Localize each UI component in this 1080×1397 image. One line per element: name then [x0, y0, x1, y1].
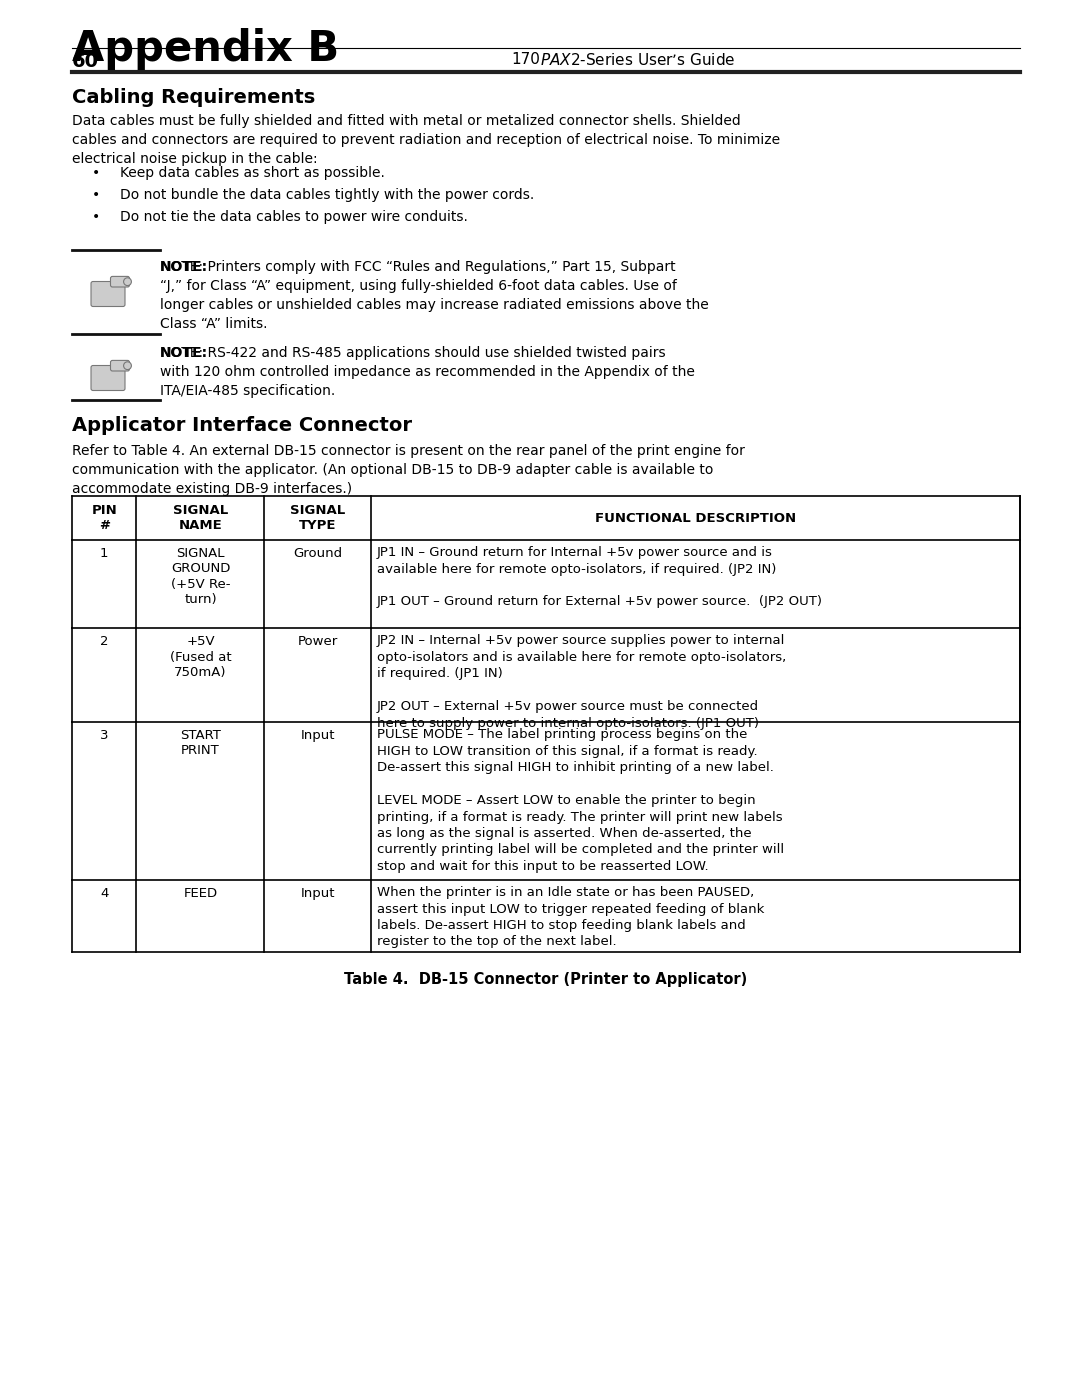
Text: SIGNAL
GROUND
(+5V Re-
turn): SIGNAL GROUND (+5V Re- turn) [171, 548, 230, 606]
Text: FEED: FEED [184, 887, 217, 900]
Text: 4: 4 [100, 887, 108, 900]
Text: SIGNAL
TYPE: SIGNAL TYPE [289, 504, 346, 532]
Text: JP2 IN – Internal +5v power source supplies power to internal
opto-isolators and: JP2 IN – Internal +5v power source suppl… [377, 634, 786, 729]
Text: NOTE: RS-422 and RS-485 applications should use shielded twisted pairs
with 120 : NOTE: RS-422 and RS-485 applications sho… [160, 346, 694, 398]
Text: Do not bundle the data cables tightly with the power cords.: Do not bundle the data cables tightly wi… [120, 189, 535, 203]
Text: 2: 2 [100, 636, 108, 648]
Bar [72, 496, 1020, 541]
Text: $\mathit{PAX}$2-Series User’s Guide: $\mathit{PAX}$2-Series User’s Guide [540, 52, 735, 68]
Text: Keep data cables as short as possible.: Keep data cables as short as possible. [120, 166, 384, 180]
Text: FUNCTIONAL DESCRIPTION: FUNCTIONAL DESCRIPTION [595, 511, 796, 524]
Text: PIN
#: PIN # [92, 504, 117, 532]
Text: Ground: Ground [293, 548, 342, 560]
Text: SIGNAL
NAME: SIGNAL NAME [173, 504, 228, 532]
Text: NOTE:: NOTE: [160, 346, 208, 360]
FancyBboxPatch shape [110, 277, 130, 286]
Circle shape [123, 362, 132, 370]
Text: NOTE:: NOTE: [160, 260, 208, 274]
Text: PULSE MODE – The label printing process begins on the
HIGH to LOW transition of : PULSE MODE – The label printing process … [377, 728, 784, 873]
Text: +5V
(Fused at
750mA): +5V (Fused at 750mA) [170, 636, 231, 679]
Text: •: • [92, 166, 100, 180]
Text: •: • [92, 210, 100, 224]
Text: Input: Input [300, 887, 335, 900]
Text: 1: 1 [100, 548, 108, 560]
Text: Do not tie the data cables to power wire conduits.: Do not tie the data cables to power wire… [120, 210, 468, 224]
Text: Applicator Interface Connector: Applicator Interface Connector [72, 416, 411, 434]
FancyBboxPatch shape [110, 360, 130, 372]
Text: 60: 60 [72, 52, 99, 71]
Text: Input: Input [300, 729, 335, 742]
Text: 3: 3 [100, 729, 108, 742]
Text: When the printer is in an Idle state or has been PAUSED,
assert this input LOW t: When the printer is in an Idle state or … [377, 886, 764, 949]
Text: Power: Power [297, 636, 338, 648]
FancyBboxPatch shape [91, 366, 125, 391]
Text: JP1 IN – Ground return for Internal +5v power source and is
available here for r: JP1 IN – Ground return for Internal +5v … [377, 546, 823, 609]
FancyBboxPatch shape [91, 282, 125, 306]
Text: Cabling Requirements: Cabling Requirements [72, 88, 315, 108]
Text: 170: 170 [511, 52, 540, 67]
Text: Data cables must be fully shielded and fitted with metal or metalized connector : Data cables must be fully shielded and f… [72, 115, 780, 166]
Text: •: • [92, 189, 100, 203]
Text: Table 4.  DB-15 Connector (Printer to Applicator): Table 4. DB-15 Connector (Printer to App… [345, 972, 747, 988]
Text: Appendix B: Appendix B [72, 28, 339, 70]
Text: NOTE: Printers comply with FCC “Rules and Regulations,” Part 15, Subpart
“J,” fo: NOTE: Printers comply with FCC “Rules an… [160, 260, 708, 331]
Text: START
PRINT: START PRINT [180, 729, 221, 757]
Text: Refer to Table 4. An external DB-15 connector is present on the rear panel of th: Refer to Table 4. An external DB-15 conn… [72, 444, 745, 496]
Circle shape [123, 278, 132, 285]
